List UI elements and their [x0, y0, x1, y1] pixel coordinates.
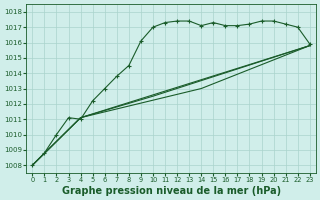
X-axis label: Graphe pression niveau de la mer (hPa): Graphe pression niveau de la mer (hPa) [61, 186, 281, 196]
